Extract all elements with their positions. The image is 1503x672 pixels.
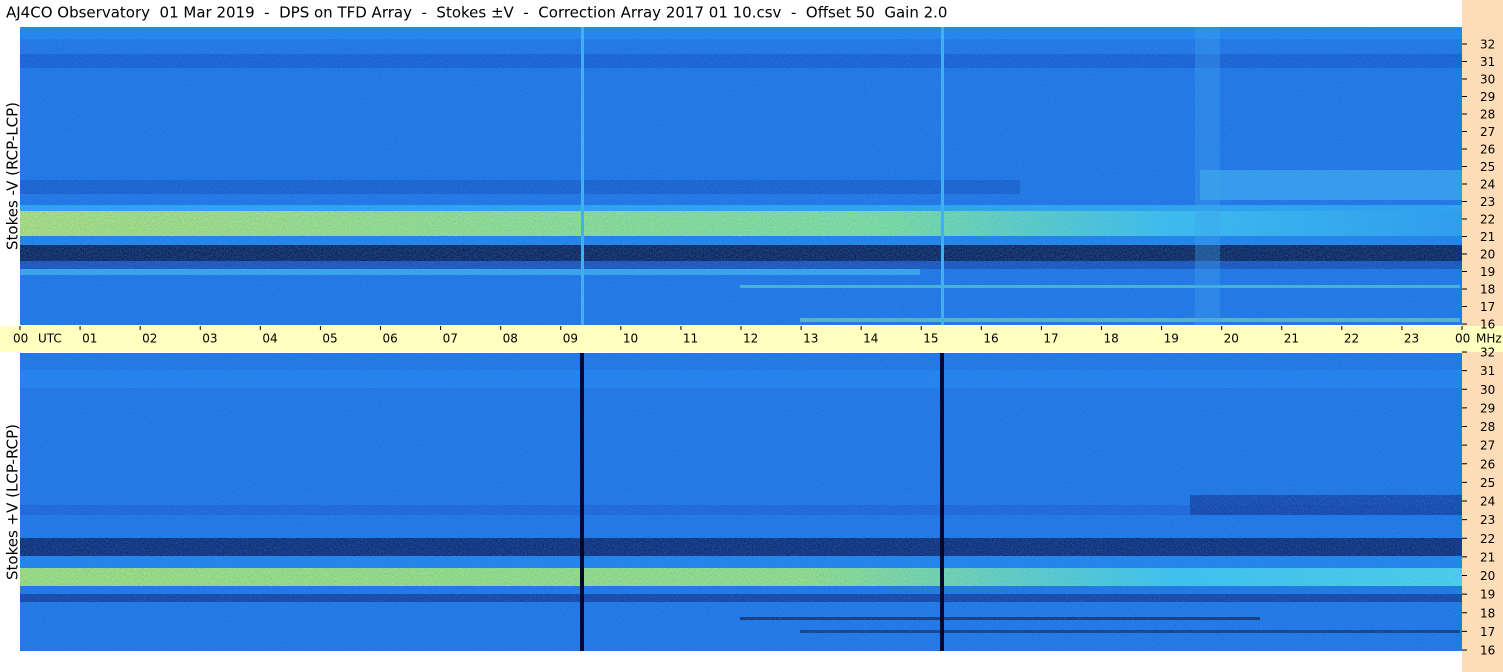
x-tick-label: 02 [142,332,157,346]
y-axis-label: Stokes +V (LCP-RCP) [4,424,22,580]
x-tick-label: 19 [1164,332,1179,346]
y-tick-label: 30 [1480,73,1495,87]
x-tick-label: 00 [13,332,28,346]
x-tick-label: 17 [1043,332,1058,346]
x-tick-label: 06 [383,332,398,346]
x-unit: UTC [38,332,62,346]
y-axis-label: Stokes -V (RCP-LCP) [4,102,22,250]
x-tick-label: 10 [623,332,638,346]
y-tick-label: 20 [1480,569,1495,583]
x-tick-label: 11 [683,332,698,346]
y-tick-label: 27 [1480,439,1495,453]
y-tick-label: 24 [1480,178,1495,192]
spectrogram-top [20,27,1462,325]
x-tick-label: 05 [322,332,337,346]
y-tick-label: 22 [1480,213,1495,227]
x-tick-label: 18 [1104,332,1119,346]
y-tick-label: 22 [1480,532,1495,546]
y-tick-label: 18 [1480,606,1495,620]
x-tick-label: 23 [1404,332,1419,346]
y-tick-label: 19 [1480,265,1495,279]
y-tick-label: 32 [1480,346,1495,360]
y-tick-label: 26 [1480,143,1495,157]
y-tick-label: 31 [1480,55,1495,69]
x-tick-label: 13 [803,332,818,346]
time-axis-strip [0,326,1462,352]
y-tick-label: 23 [1480,513,1495,527]
y-tick-label: 25 [1480,160,1495,174]
x-tick-label: 03 [202,332,217,346]
x-tick-label: 09 [563,332,578,346]
x-tick-label: 00 [1455,332,1470,346]
x-tick-label: 20 [1224,332,1239,346]
x-tick-label: 12 [743,332,758,346]
y-tick-label: 28 [1480,108,1495,122]
x-tick-label: 04 [262,332,277,346]
y-tick-label: 20 [1480,248,1495,262]
y-tick-label: 17 [1480,300,1495,314]
x-tick-label: 21 [1284,332,1299,346]
y-tick-label: 16 [1480,318,1495,332]
y-tick-label: 28 [1480,420,1495,434]
y-tick-label: 29 [1480,401,1495,415]
y-tick-label: 16 [1480,644,1495,658]
y-tick-label: 18 [1480,283,1495,297]
y-tick-label: 24 [1480,495,1495,509]
x-tick-label: 07 [443,332,458,346]
x-tick-label: 08 [503,332,518,346]
y-unit: MHz [1476,332,1502,346]
y-tick-label: 21 [1480,550,1495,564]
chart-title: AJ4CO Observatory 01 Mar 2019 - DPS on T… [6,4,947,22]
y-tick-label: 17 [1480,625,1495,639]
x-tick-label: 14 [863,332,878,346]
x-tick-label: 22 [1344,332,1359,346]
y-tick-label: 23 [1480,195,1495,209]
y-tick-label: 30 [1480,383,1495,397]
y-tick-label: 19 [1480,588,1495,602]
y-tick-label: 26 [1480,457,1495,471]
y-tick-label: 29 [1480,90,1495,104]
y-tick-label: 25 [1480,476,1495,490]
x-tick-label: 01 [82,332,97,346]
y-tick-label: 21 [1480,230,1495,244]
y-tick-label: 32 [1480,38,1495,52]
time-axis-strip [1462,326,1503,352]
spectrogram-bottom [20,353,1462,651]
y-tick-label: 31 [1480,364,1495,378]
x-tick-label: 16 [983,332,998,346]
x-tick-label: 15 [923,332,938,346]
y-tick-label: 27 [1480,125,1495,139]
